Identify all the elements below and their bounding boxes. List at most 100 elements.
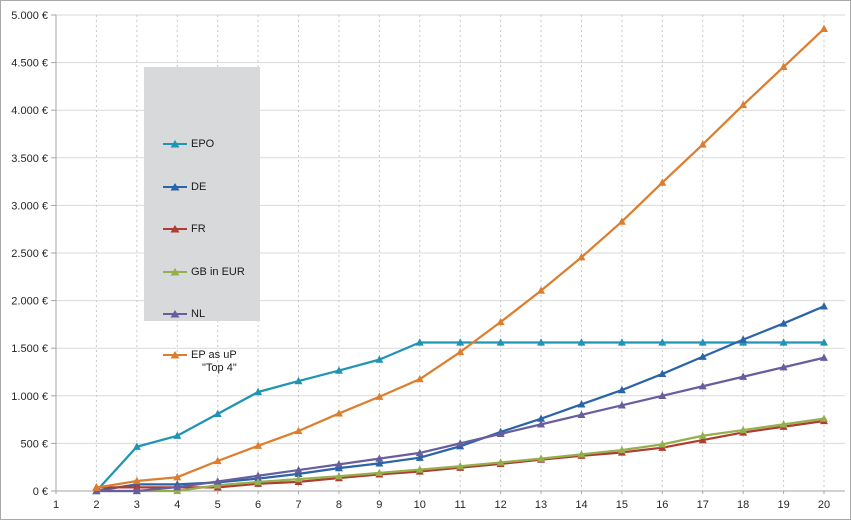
y-tick-label: 1.000 € bbox=[11, 391, 48, 403]
y-tick-label: 4.500 € bbox=[11, 58, 48, 70]
series-marker-EPO bbox=[456, 338, 465, 346]
series-marker-EP as uP "Top 4" bbox=[537, 286, 546, 294]
x-tick-label: 11 bbox=[454, 499, 465, 511]
series-marker-EP as uP "Top 4" bbox=[779, 62, 788, 71]
chart-legend: EPO DE FR GB in EUR NL EP as uP "Top 4" bbox=[144, 67, 260, 374]
series-marker-DE bbox=[537, 414, 546, 422]
series-marker-GB in EUR bbox=[577, 450, 586, 458]
series-marker-EPO bbox=[415, 338, 424, 346]
series-marker-EP as uP "Top 4" bbox=[254, 441, 263, 449]
legend-entry-de: DE bbox=[162, 180, 206, 194]
series-marker-NL bbox=[537, 420, 546, 428]
series-marker-GB in EUR bbox=[456, 462, 465, 470]
legend-label-ep-as-up-line2: "Top 4" bbox=[202, 362, 237, 374]
series-marker-GB in EUR bbox=[173, 486, 182, 495]
series-marker-DE bbox=[658, 369, 667, 378]
series-marker-NL bbox=[577, 410, 586, 418]
series-marker-EP as uP "Top 4" bbox=[456, 347, 465, 356]
x-tick-label: 6 bbox=[255, 499, 261, 511]
series-marker-EP as uP "Top 4" bbox=[739, 100, 748, 109]
series-marker-EP as uP "Top 4" bbox=[820, 24, 828, 32]
x-tick-label: 9 bbox=[376, 499, 382, 511]
epo-series-marker-icon bbox=[163, 140, 187, 148]
series-marker-GB in EUR bbox=[294, 474, 303, 483]
series-marker-DE bbox=[739, 335, 748, 343]
series-marker-EPO bbox=[779, 338, 788, 346]
x-tick-label: 13 bbox=[535, 499, 547, 511]
ep-as-up-series-marker-icon bbox=[163, 351, 187, 359]
series-marker-EPO bbox=[213, 409, 222, 418]
y-tick-label: 3.000 € bbox=[11, 200, 48, 212]
series-marker-NL bbox=[617, 401, 626, 409]
de-series-marker-icon bbox=[163, 183, 187, 191]
x-tick-label: 2 bbox=[93, 499, 99, 511]
legend-entry-ep-as-up: EP as uP bbox=[162, 348, 237, 362]
x-tick-label: 20 bbox=[818, 499, 830, 511]
series-marker-GB in EUR bbox=[820, 414, 828, 422]
series-marker-DE bbox=[577, 400, 586, 408]
series-marker-GB in EUR bbox=[779, 420, 788, 428]
series-marker-EPO bbox=[617, 338, 626, 346]
legend-label-gb: GB in EUR bbox=[191, 266, 245, 278]
legend-entry-nl: NL bbox=[162, 307, 205, 321]
series-marker-NL bbox=[334, 460, 343, 468]
y-tick-label: 5.000 € bbox=[11, 10, 48, 22]
series-marker-GB in EUR bbox=[698, 431, 707, 439]
series-marker-DE bbox=[617, 385, 626, 394]
series-marker-GB in EUR bbox=[537, 454, 546, 462]
series-marker-GB in EUR bbox=[334, 472, 343, 480]
x-tick-label: 19 bbox=[777, 499, 789, 511]
series-marker-EPO bbox=[173, 431, 182, 439]
series-marker-EP as uP "Top 4" bbox=[617, 217, 626, 225]
y-tick-label: 1.500 € bbox=[11, 343, 48, 355]
series-marker-GB in EUR bbox=[213, 481, 222, 489]
series-marker-NL bbox=[132, 486, 141, 495]
y-tick-label: 3.500 € bbox=[11, 153, 48, 165]
x-tick-label: 8 bbox=[336, 499, 342, 511]
legend-label-ep-as-up: EP as uP bbox=[191, 349, 237, 361]
series-marker-EPO bbox=[577, 338, 586, 346]
series-marker-DE bbox=[375, 459, 384, 467]
x-tick-label: 17 bbox=[697, 499, 709, 511]
series-marker-NL bbox=[658, 391, 667, 399]
series-marker-NL bbox=[415, 448, 424, 457]
series-marker-NL bbox=[375, 454, 384, 462]
series-marker-EP as uP "Top 4" bbox=[334, 409, 343, 417]
gb-series-marker-icon bbox=[163, 268, 187, 276]
series-marker-EP as uP "Top 4" bbox=[173, 472, 182, 481]
legend-entry-fr: FR bbox=[162, 222, 206, 236]
series-marker-DE bbox=[415, 453, 424, 461]
legend-entry-epo: EPO bbox=[162, 137, 214, 151]
series-marker-EPO bbox=[294, 376, 303, 385]
series-marker-EPO bbox=[658, 338, 667, 346]
series-marker-DE bbox=[294, 469, 303, 478]
series-marker-EP as uP "Top 4" bbox=[92, 483, 101, 491]
series-marker-GB in EUR bbox=[415, 465, 424, 473]
series-marker-EPO bbox=[698, 338, 707, 346]
series-marker-EPO bbox=[820, 338, 828, 346]
x-tick-label: 16 bbox=[656, 499, 668, 511]
x-tick-label: 7 bbox=[295, 499, 301, 511]
series-marker-EP as uP "Top 4" bbox=[577, 253, 586, 261]
x-tick-label: 4 bbox=[174, 499, 180, 511]
series-marker-NL bbox=[496, 429, 505, 438]
series-marker-GB in EUR bbox=[496, 458, 505, 466]
series-marker-EP as uP "Top 4" bbox=[415, 374, 424, 383]
series-marker-EP as uP "Top 4" bbox=[496, 317, 505, 326]
legend-label-nl: NL bbox=[191, 308, 206, 320]
series-marker-GB in EUR bbox=[658, 440, 667, 448]
series-marker-EP as uP "Top 4" bbox=[213, 456, 222, 465]
series-marker-GB in EUR bbox=[375, 468, 384, 477]
series-marker-NL bbox=[173, 482, 182, 491]
legend-label-epo: EPO bbox=[191, 138, 215, 150]
x-tick-label: 10 bbox=[414, 499, 426, 511]
x-tick-label: 12 bbox=[495, 499, 507, 511]
series-marker-GB in EUR bbox=[617, 445, 626, 454]
series-marker-EPO bbox=[334, 366, 343, 374]
series-marker-NL bbox=[779, 363, 788, 371]
series-marker-EPO bbox=[496, 338, 505, 346]
series-marker-NL bbox=[820, 353, 828, 361]
series-marker-DE bbox=[698, 352, 707, 360]
